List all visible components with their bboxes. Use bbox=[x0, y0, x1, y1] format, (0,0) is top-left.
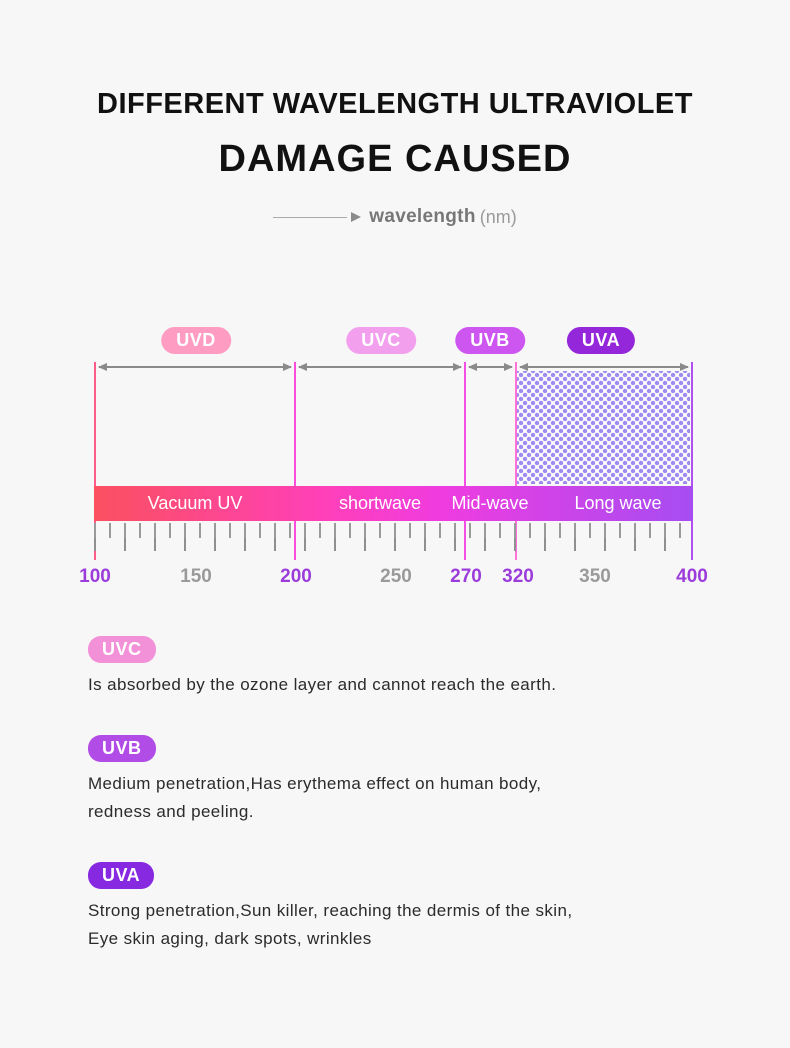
section-uva: UVA Strong penetration,Sun killer, reach… bbox=[88, 862, 708, 948]
tick-label-350: 350 bbox=[579, 566, 611, 587]
tick-label-250: 250 bbox=[380, 566, 412, 587]
wavelength-word: wavelength bbox=[369, 206, 476, 227]
section-uvc: UVC Is absorbed by the ozone layer and c… bbox=[88, 636, 708, 694]
tick-label-320: 320 bbox=[502, 566, 534, 587]
spectrum-gradient-bar: Vacuum UV shortwave Mid-wave Long wave bbox=[94, 486, 693, 521]
boundary-line-100nm bbox=[94, 362, 96, 560]
section-text: Medium penetration,Has erythema effect o… bbox=[88, 774, 542, 793]
section-badge-uvb: UVB bbox=[88, 735, 156, 762]
arrow-line bbox=[273, 216, 348, 218]
boundary-line-270nm bbox=[464, 362, 466, 560]
boundary-line-320nm bbox=[515, 362, 517, 560]
range-arrow-uva bbox=[519, 363, 689, 371]
boundary-line-400nm bbox=[691, 362, 693, 560]
wavelength-axis-label: wavelength (nm) bbox=[0, 204, 790, 230]
range-arrow-uvd bbox=[98, 363, 292, 371]
tick-label-270: 270 bbox=[450, 566, 482, 587]
bar-segment-vacuum-uv: Vacuum UV bbox=[147, 493, 243, 513]
section-badge-uva: UVA bbox=[88, 862, 155, 889]
wavelength-unit: (nm) bbox=[479, 206, 517, 227]
badge-uva: UVA bbox=[566, 327, 636, 354]
badge-uvb: UVB bbox=[455, 327, 525, 354]
arrow-right-icon bbox=[351, 212, 362, 222]
boundary-line-200nm bbox=[294, 362, 296, 560]
tick-label-100: 100 bbox=[79, 566, 111, 587]
section-badge-uvc: UVC bbox=[88, 636, 156, 663]
section-text: Is absorbed by the ozone layer and canno… bbox=[88, 675, 557, 694]
range-arrow-uvb bbox=[468, 363, 513, 371]
badge-uvc: UVC bbox=[346, 327, 416, 354]
bar-segment-mid-wave: Mid-wave bbox=[451, 493, 529, 513]
page-title-line2: DAMAGE CAUSED bbox=[218, 138, 572, 180]
section-text: Eye skin aging, dark spots, wrinkles bbox=[88, 929, 372, 948]
section-uvb: UVB Medium penetration,Has erythema effe… bbox=[88, 735, 708, 821]
tick-label-200: 200 bbox=[280, 566, 312, 587]
page-title-line1: DIFFERENT WAVELENGTH ULTRAVIOLET bbox=[97, 88, 693, 120]
tick-label-400: 400 bbox=[676, 566, 708, 587]
uva-dot-pattern bbox=[517, 371, 690, 484]
badge-uvd: UVD bbox=[161, 327, 231, 354]
tick-label-150: 150 bbox=[180, 566, 212, 587]
section-text: redness and peeling. bbox=[88, 802, 254, 821]
section-text: Strong penetration,Sun killer, reaching … bbox=[88, 901, 573, 920]
bar-segment-long-wave: Long wave bbox=[574, 493, 662, 513]
bar-segment-shortwave: shortwave bbox=[338, 493, 422, 513]
ruler-tick-marks bbox=[94, 523, 694, 557]
range-arrow-uvc bbox=[298, 363, 462, 371]
